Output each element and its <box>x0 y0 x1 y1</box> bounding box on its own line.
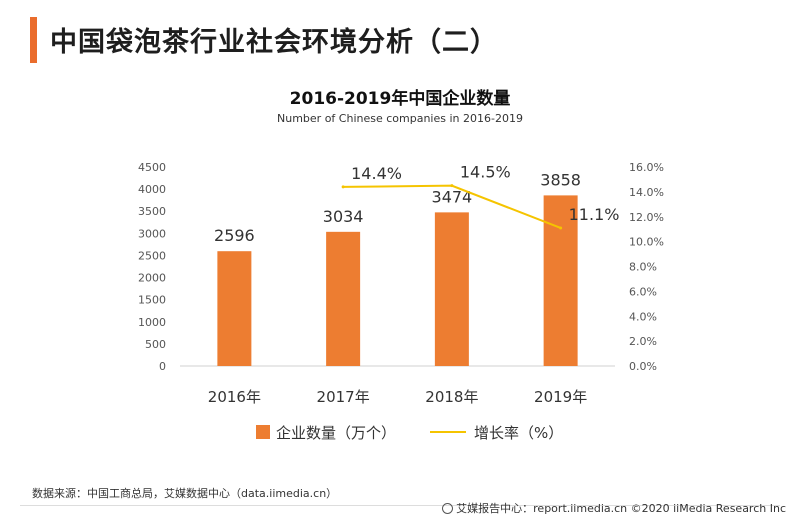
chart-subtitle: Number of Chinese companies in 2016-2019 <box>277 112 523 125</box>
y-right-tick-label: 10.0% <box>629 236 664 249</box>
footer-credit-text: 艾媒报告中心：report.iimedia.cn ©2020 iiMedia R… <box>456 502 786 515</box>
footer-credit: 艾媒报告中心：report.iimedia.cn ©2020 iiMedia R… <box>442 500 786 516</box>
y-left-tick-label: 4500 <box>138 161 166 174</box>
growth-data-label: 14.4% <box>351 164 402 183</box>
y-right-tick-label: 14.0% <box>629 186 664 199</box>
y-left-tick-label: 3000 <box>138 227 166 240</box>
growth-point <box>341 185 345 189</box>
y-right-tick-label: 12.0% <box>629 211 664 224</box>
y-right-tick-label: 6.0% <box>629 285 657 298</box>
y-right-tick-label: 8.0% <box>629 261 657 274</box>
y-right-tick-label: 2.0% <box>629 335 657 348</box>
growth-point <box>559 226 563 230</box>
x-tick-label: 2016年 <box>208 388 261 406</box>
iimedia-logo-icon <box>442 503 454 514</box>
legend-bar-label: 企业数量（万个） <box>276 424 396 442</box>
y-left-tick-label: 3500 <box>138 205 166 218</box>
bar <box>434 212 469 366</box>
y-left-tick-label: 4000 <box>138 183 166 196</box>
y-left-tick-label: 2500 <box>138 249 166 262</box>
title-accent-bar <box>30 17 37 63</box>
legend-bar-swatch <box>256 425 270 439</box>
page-title: 中国袋泡茶行业社会环境分析（二） <box>50 27 498 58</box>
y-left-tick-label: 1000 <box>138 316 166 329</box>
bar <box>326 231 361 366</box>
bar <box>217 251 252 366</box>
footer-divider <box>20 505 780 506</box>
source-note: 数据来源：中国工商总局，艾媒数据中心（data.iimedia.cn） <box>32 487 338 500</box>
y-left-tick-label: 1500 <box>138 294 166 307</box>
y-left-tick-label: 0 <box>159 360 166 373</box>
x-tick-label: 2017年 <box>317 388 370 406</box>
x-tick-label: 2018年 <box>425 388 478 406</box>
bar-data-label: 2596 <box>214 226 255 245</box>
bar-data-label: 3474 <box>432 187 473 206</box>
legend-line-label: 增长率（%） <box>474 424 563 442</box>
y-right-tick-label: 4.0% <box>629 310 657 323</box>
chart-title: 2016-2019年中国企业数量 <box>289 89 511 109</box>
bar-data-label: 3858 <box>540 170 581 189</box>
y-right-tick-label: 16.0% <box>629 161 664 174</box>
y-left-tick-label: 500 <box>145 338 166 351</box>
y-left-tick-label: 2000 <box>138 272 166 285</box>
growth-point <box>450 184 454 188</box>
x-tick-label: 2019年 <box>534 388 587 406</box>
bar-data-label: 3034 <box>323 207 364 226</box>
y-right-tick-label: 0.0% <box>629 360 657 373</box>
chart-area: 0 500 1000 1500 2000 2500 3000 3500 4000 4500 0.0%… <box>138 161 664 442</box>
growth-data-label: 14.5% <box>460 163 511 182</box>
growth-data-label: 11.1% <box>569 205 620 224</box>
